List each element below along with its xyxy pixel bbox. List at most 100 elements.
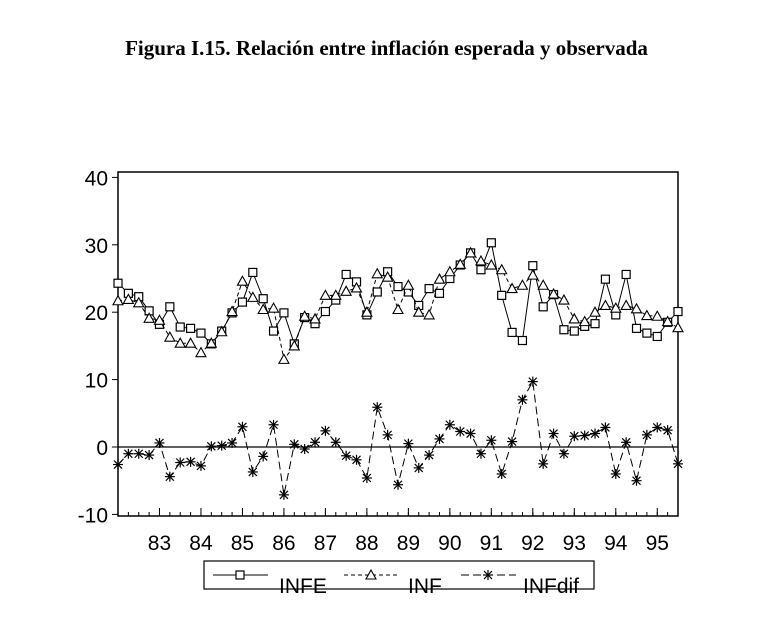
data-point-infdif [538, 458, 549, 469]
data-point-infe [372, 287, 382, 297]
data-point-inf [599, 299, 612, 311]
star-stroke [403, 439, 413, 449]
data-point-inf [672, 321, 684, 333]
data-point-inf [433, 273, 446, 284]
data-point-infdif [341, 450, 352, 461]
data-point-inf [475, 254, 487, 266]
data-point-infdif [455, 426, 466, 437]
data-point-infdif [351, 454, 362, 465]
data-point-infe [237, 297, 248, 307]
star-stroke [113, 460, 123, 469]
data-point-inf [371, 267, 384, 279]
data-point-infdif [113, 459, 123, 470]
data-point-inf [226, 305, 239, 317]
star-stroke [144, 450, 154, 460]
data-point-inf [609, 302, 622, 313]
x-tick-label: 90 [438, 532, 461, 555]
data-point-infdif [548, 428, 559, 439]
data-point-inf [277, 353, 290, 364]
data-point-infdif [517, 394, 528, 405]
data-point-infdif [237, 421, 248, 432]
data-point-infe [559, 325, 569, 335]
star-stroke [383, 430, 393, 440]
data-point-inf [630, 302, 643, 314]
y-tick-label: 0 [96, 437, 108, 460]
star-stroke [279, 490, 289, 500]
data-point-infdif [123, 448, 134, 459]
data-point-inf [122, 293, 135, 304]
star-stroke [590, 429, 600, 438]
data-point-infdif [486, 435, 497, 446]
data-point-infe [652, 331, 662, 342]
data-point-infdif [610, 468, 621, 479]
data-point-infe [486, 238, 496, 248]
star-stroke [497, 469, 507, 479]
star-stroke [549, 429, 558, 438]
data-point-inf [412, 306, 425, 317]
data-point-infe [497, 290, 507, 300]
data-point-inf [340, 285, 353, 296]
star-stroke [175, 458, 185, 467]
data-point-inf [495, 263, 508, 275]
x-tick-label: 95 [646, 532, 669, 555]
legend: INFE INF INFdif [203, 560, 595, 598]
star-stroke [518, 395, 527, 405]
data-point-infdif [579, 430, 590, 441]
y-tick-label: 10 [85, 370, 108, 393]
x-tick-label: 85 [231, 532, 254, 555]
star-stroke [466, 429, 476, 438]
data-point-infe [341, 269, 351, 280]
data-point-inf [443, 265, 456, 277]
data-point-infdif [673, 458, 683, 469]
x-tick-label: 94 [604, 532, 628, 555]
data-point-inf [620, 299, 633, 311]
data-point-infe [507, 327, 517, 338]
data-point-inf [423, 308, 436, 320]
x-tick-label: 83 [148, 532, 171, 555]
star-stroke [559, 449, 569, 459]
legend-marker-infe [235, 570, 245, 580]
data-point-infdif [310, 437, 321, 448]
data-point-infe [113, 278, 123, 288]
star-stroke [134, 449, 144, 459]
data-point-inf [132, 296, 145, 308]
data-point-inf [195, 346, 207, 358]
data-point-infdif [652, 422, 663, 433]
data-point-inf [298, 310, 311, 321]
star-stroke [341, 451, 351, 461]
data-point-infdif [600, 422, 611, 433]
data-point-inf [506, 282, 519, 294]
x-tick-label: 91 [480, 532, 503, 555]
data-point-inf [568, 312, 581, 324]
data-point-inf [205, 337, 218, 348]
data-point-infe [185, 323, 196, 333]
data-point-infdif [154, 437, 165, 448]
data-point-infe [673, 306, 683, 317]
data-point-inf [661, 315, 674, 327]
data-point-infe [258, 294, 268, 304]
star-stroke [300, 444, 310, 454]
data-point-infe [279, 308, 289, 318]
star-stroke [258, 452, 268, 461]
data-point-infdif [434, 433, 445, 444]
legend-label-infdif: INFdif [523, 575, 579, 598]
star-stroke [414, 463, 424, 473]
data-point-infdif [558, 448, 569, 459]
star-stroke [621, 437, 631, 447]
star-stroke [486, 435, 496, 445]
data-point-infdif [299, 444, 310, 455]
data-point-inf [350, 281, 363, 293]
data-point-infdif [507, 436, 518, 447]
x-tick-label: 87 [314, 532, 337, 555]
y-tick-label: -10 [78, 504, 108, 527]
data-point-inf [557, 293, 570, 305]
data-point-inf [153, 314, 166, 325]
data-point-inf [381, 271, 394, 282]
star-stroke [123, 449, 133, 459]
legend-box [203, 560, 595, 590]
data-point-infdif [662, 425, 673, 436]
data-point-infdif [465, 428, 476, 439]
data-point-infdif [496, 468, 507, 479]
data-point-infdif [393, 479, 403, 490]
data-point-inf [236, 275, 249, 286]
